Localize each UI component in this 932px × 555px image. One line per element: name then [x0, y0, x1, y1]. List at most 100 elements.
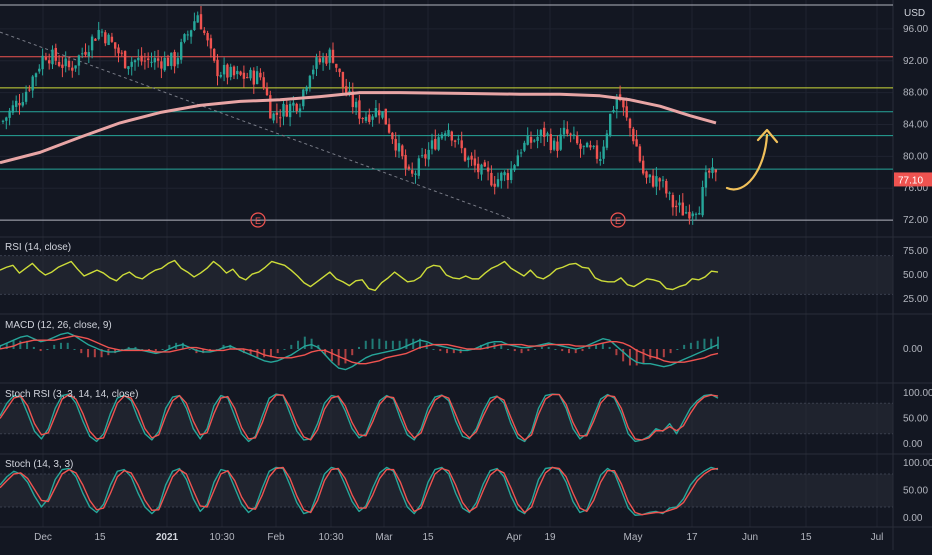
candle-body[interactable] — [315, 57, 318, 69]
candle-body[interactable] — [473, 158, 477, 166]
candle-body[interactable] — [236, 70, 239, 75]
candle-body[interactable] — [539, 129, 543, 137]
candle-body[interactable] — [543, 127, 546, 137]
candle-body[interactable] — [566, 129, 569, 134]
candle-body[interactable] — [585, 142, 589, 148]
candle-body[interactable] — [38, 68, 41, 72]
candle-body[interactable] — [645, 171, 648, 178]
candle-body[interactable] — [467, 157, 470, 161]
candle-body[interactable] — [226, 64, 229, 78]
candle-body[interactable] — [493, 183, 496, 187]
candle-body[interactable] — [605, 133, 609, 148]
candle-body[interactable] — [579, 143, 582, 149]
candle-body[interactable] — [193, 21, 196, 31]
candle-body[interactable] — [94, 38, 97, 41]
candle-body[interactable] — [430, 140, 434, 149]
candle-body[interactable] — [434, 138, 437, 150]
candle-body[interactable] — [222, 64, 226, 75]
candle-body[interactable] — [387, 124, 391, 133]
candle-body[interactable] — [15, 100, 18, 107]
candle-body[interactable] — [529, 137, 533, 143]
candle-body[interactable] — [552, 140, 556, 150]
earnings-marker[interactable]: E — [610, 212, 626, 228]
candle-body[interactable] — [486, 167, 490, 172]
candle-body[interactable] — [374, 108, 378, 117]
candle-body[interactable] — [1, 120, 5, 122]
candle-body[interactable] — [5, 117, 8, 121]
candle-body[interactable] — [457, 138, 460, 140]
candle-body[interactable] — [325, 57, 328, 64]
candle-body[interactable] — [678, 202, 681, 206]
candle-body[interactable] — [612, 110, 615, 112]
candle-body[interactable] — [44, 57, 48, 60]
candle-body[interactable] — [232, 66, 236, 76]
candle-body[interactable] — [658, 178, 661, 182]
candle-body[interactable] — [513, 165, 516, 171]
candle-body[interactable] — [427, 149, 430, 160]
candle-body[interactable] — [130, 61, 133, 67]
candle-body[interactable] — [213, 48, 216, 61]
candle-body[interactable] — [519, 152, 523, 154]
candle-body[interactable] — [483, 162, 486, 167]
candle-body[interactable] — [143, 60, 147, 62]
candle-body[interactable] — [622, 99, 625, 108]
candle-body[interactable] — [648, 174, 651, 178]
candle-body[interactable] — [394, 138, 397, 151]
candle-body[interactable] — [516, 155, 519, 167]
candle-body[interactable] — [252, 70, 255, 85]
candle-body[interactable] — [153, 58, 156, 63]
candle-body[interactable] — [711, 167, 714, 173]
candle-body[interactable] — [87, 52, 90, 57]
candle-body[interactable] — [615, 96, 618, 109]
candle-body[interactable] — [638, 146, 642, 162]
candle-body[interactable] — [150, 61, 153, 63]
candle-body[interactable] — [288, 103, 292, 118]
candle-body[interactable] — [28, 89, 31, 91]
candle-body[interactable] — [259, 72, 262, 78]
macd-line-2[interactable] — [0, 335, 719, 365]
candle-body[interactable] — [556, 141, 559, 151]
candle-body[interactable] — [84, 51, 87, 55]
candle-body[interactable] — [602, 146, 605, 159]
candle-body[interactable] — [397, 143, 401, 152]
candle-body[interactable] — [282, 103, 285, 117]
candle-body[interactable] — [675, 205, 678, 208]
candle-body[interactable] — [635, 139, 638, 147]
candle-body[interactable] — [496, 179, 500, 187]
candle-body[interactable] — [180, 42, 183, 60]
rsi-line-1[interactable] — [0, 259, 719, 292]
candle-body[interactable] — [582, 145, 585, 147]
candle-body[interactable] — [295, 103, 298, 111]
candle-body[interactable] — [500, 172, 503, 181]
candle-body[interactable] — [114, 42, 117, 49]
candle-body[interactable] — [183, 34, 186, 42]
candle-body[interactable] — [107, 34, 110, 46]
candle-body[interactable] — [209, 38, 213, 49]
candle-body[interactable] — [104, 32, 107, 44]
candle-body[interactable] — [117, 47, 120, 54]
candle-body[interactable] — [71, 67, 74, 71]
candle-body[interactable] — [450, 131, 453, 141]
candle-body[interactable] — [216, 59, 219, 77]
candle-body[interactable] — [424, 154, 427, 159]
candles[interactable] — [1, 6, 717, 225]
candle-body[interactable] — [668, 192, 671, 194]
candle-body[interactable] — [477, 163, 480, 173]
candle-body[interactable] — [123, 51, 127, 69]
candle-body[interactable] — [249, 69, 252, 79]
candle-body[interactable] — [384, 108, 387, 125]
candle-body[interactable] — [526, 135, 529, 145]
stoch-rsi-panel[interactable]: Stoch RSI (3, 3, 14, 14, close) — [0, 389, 893, 443]
candle-body[interactable] — [77, 55, 81, 66]
candle-body[interactable] — [321, 57, 325, 63]
candle-body[interactable] — [279, 117, 282, 119]
candle-body[interactable] — [81, 53, 84, 55]
candle-body[interactable] — [61, 64, 64, 68]
candle-body[interactable] — [318, 58, 321, 63]
candle-body[interactable] — [272, 113, 275, 121]
candle-body[interactable] — [414, 173, 417, 175]
candle-body[interactable] — [589, 145, 592, 148]
candle-body[interactable] — [470, 155, 473, 160]
candle-body[interactable] — [595, 145, 599, 159]
candle-body[interactable] — [549, 134, 552, 151]
